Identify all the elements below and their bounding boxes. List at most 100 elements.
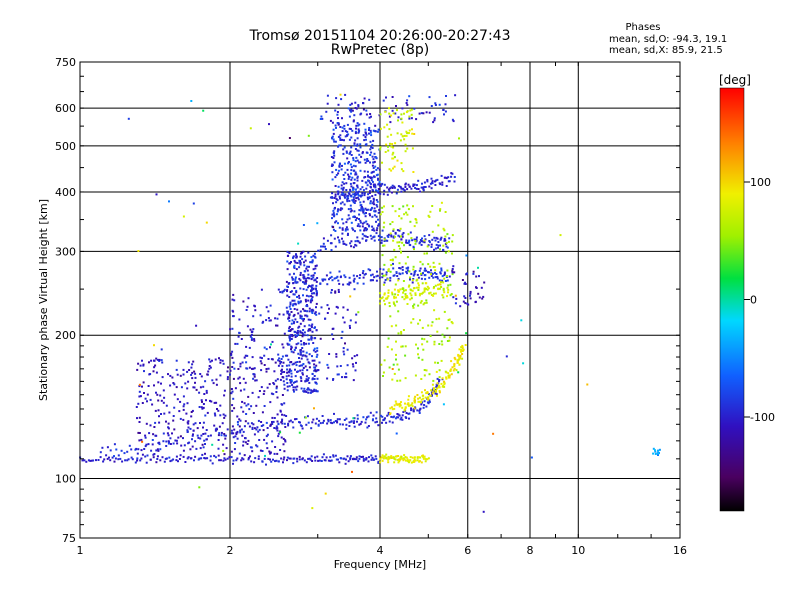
echo-point (311, 323, 314, 326)
echo-point (341, 423, 344, 426)
echo-point (202, 385, 205, 388)
echo-point (463, 282, 466, 285)
echo-point (384, 303, 386, 306)
echo-point (364, 207, 367, 210)
echo-point (399, 139, 402, 142)
echo-point (297, 300, 300, 303)
echo-point (442, 385, 444, 388)
echo-point (387, 457, 390, 460)
echo-point (447, 176, 450, 179)
echo-point (441, 183, 444, 186)
echo-point (427, 393, 430, 396)
echo-point (326, 304, 329, 307)
echo-point (295, 388, 298, 391)
echo-point (248, 425, 251, 428)
echo-point (311, 288, 314, 291)
echo-point (311, 421, 314, 424)
echo-point (346, 283, 349, 286)
echo-point (146, 393, 149, 396)
echo-point (385, 453, 388, 456)
echo-point (278, 313, 281, 316)
echo-point (442, 296, 445, 299)
echo-point (363, 170, 366, 173)
echo-point (333, 277, 336, 280)
echo-point (418, 269, 421, 272)
echo-point (360, 204, 363, 207)
echo-point (341, 126, 344, 129)
echo-point (337, 458, 339, 461)
echo-point (159, 459, 162, 462)
echo-point (418, 112, 421, 115)
echo-point (294, 280, 297, 283)
echo-point (303, 325, 306, 328)
echo-point (404, 295, 407, 298)
echo-point (406, 204, 409, 207)
echo-point (358, 241, 361, 244)
echo-point (268, 123, 270, 126)
echo-point (284, 354, 287, 357)
echo-point (165, 404, 168, 407)
echo-point (353, 458, 356, 461)
echo-point (418, 460, 421, 463)
echo-point (413, 407, 416, 410)
echo-point (419, 241, 422, 244)
echo-point (309, 329, 312, 332)
echo-point (420, 240, 423, 243)
echo-point (379, 302, 381, 305)
echo-point (269, 319, 272, 322)
echo-point (391, 368, 394, 370)
echo-point (352, 417, 355, 420)
echo-point (200, 434, 203, 437)
echo-point (210, 400, 213, 403)
echo-point (398, 262, 401, 265)
echo-point (292, 386, 295, 389)
echo-point (362, 211, 365, 214)
echo-point (205, 221, 208, 224)
echo-point (429, 335, 432, 337)
echo-point (341, 376, 343, 379)
echo-point (343, 127, 346, 130)
echo-point (382, 457, 385, 460)
echo-point (456, 361, 459, 364)
echo-point (291, 319, 294, 322)
echo-point (302, 224, 305, 226)
echo-point (423, 290, 426, 293)
echo-point (461, 344, 464, 347)
echo-point (398, 267, 401, 269)
echo-point (397, 293, 399, 296)
echo-point (369, 148, 372, 151)
echo-point (427, 402, 430, 405)
echo-point (444, 235, 447, 238)
echo-point (269, 452, 272, 455)
echo-point (352, 182, 355, 185)
echo-point (179, 400, 182, 403)
echo-point (257, 457, 260, 460)
echo-point (282, 437, 285, 440)
echo-point (330, 249, 333, 252)
echo-point (400, 168, 403, 171)
echo-point (137, 431, 140, 434)
x-tick-label: 8 (527, 544, 534, 557)
echo-point (324, 459, 327, 462)
echo-point (327, 420, 330, 423)
echo-point (198, 406, 201, 408)
echo-point (188, 369, 191, 371)
echo-point (356, 420, 358, 423)
echo-point (231, 327, 234, 330)
echo-point (288, 327, 291, 330)
echo-point (288, 273, 291, 276)
echo-point (135, 406, 138, 408)
echo-point (408, 240, 410, 243)
echo-point (478, 296, 481, 299)
echo-point (338, 144, 341, 147)
echo-point (359, 161, 362, 164)
echo-point (375, 156, 377, 159)
echo-point (443, 277, 446, 280)
echo-point (430, 187, 433, 190)
echo-point (339, 162, 341, 165)
echo-point (203, 457, 206, 459)
echo-point (445, 377, 448, 380)
echo-point (396, 275, 399, 277)
echo-point (103, 458, 106, 461)
echo-point (313, 272, 316, 275)
